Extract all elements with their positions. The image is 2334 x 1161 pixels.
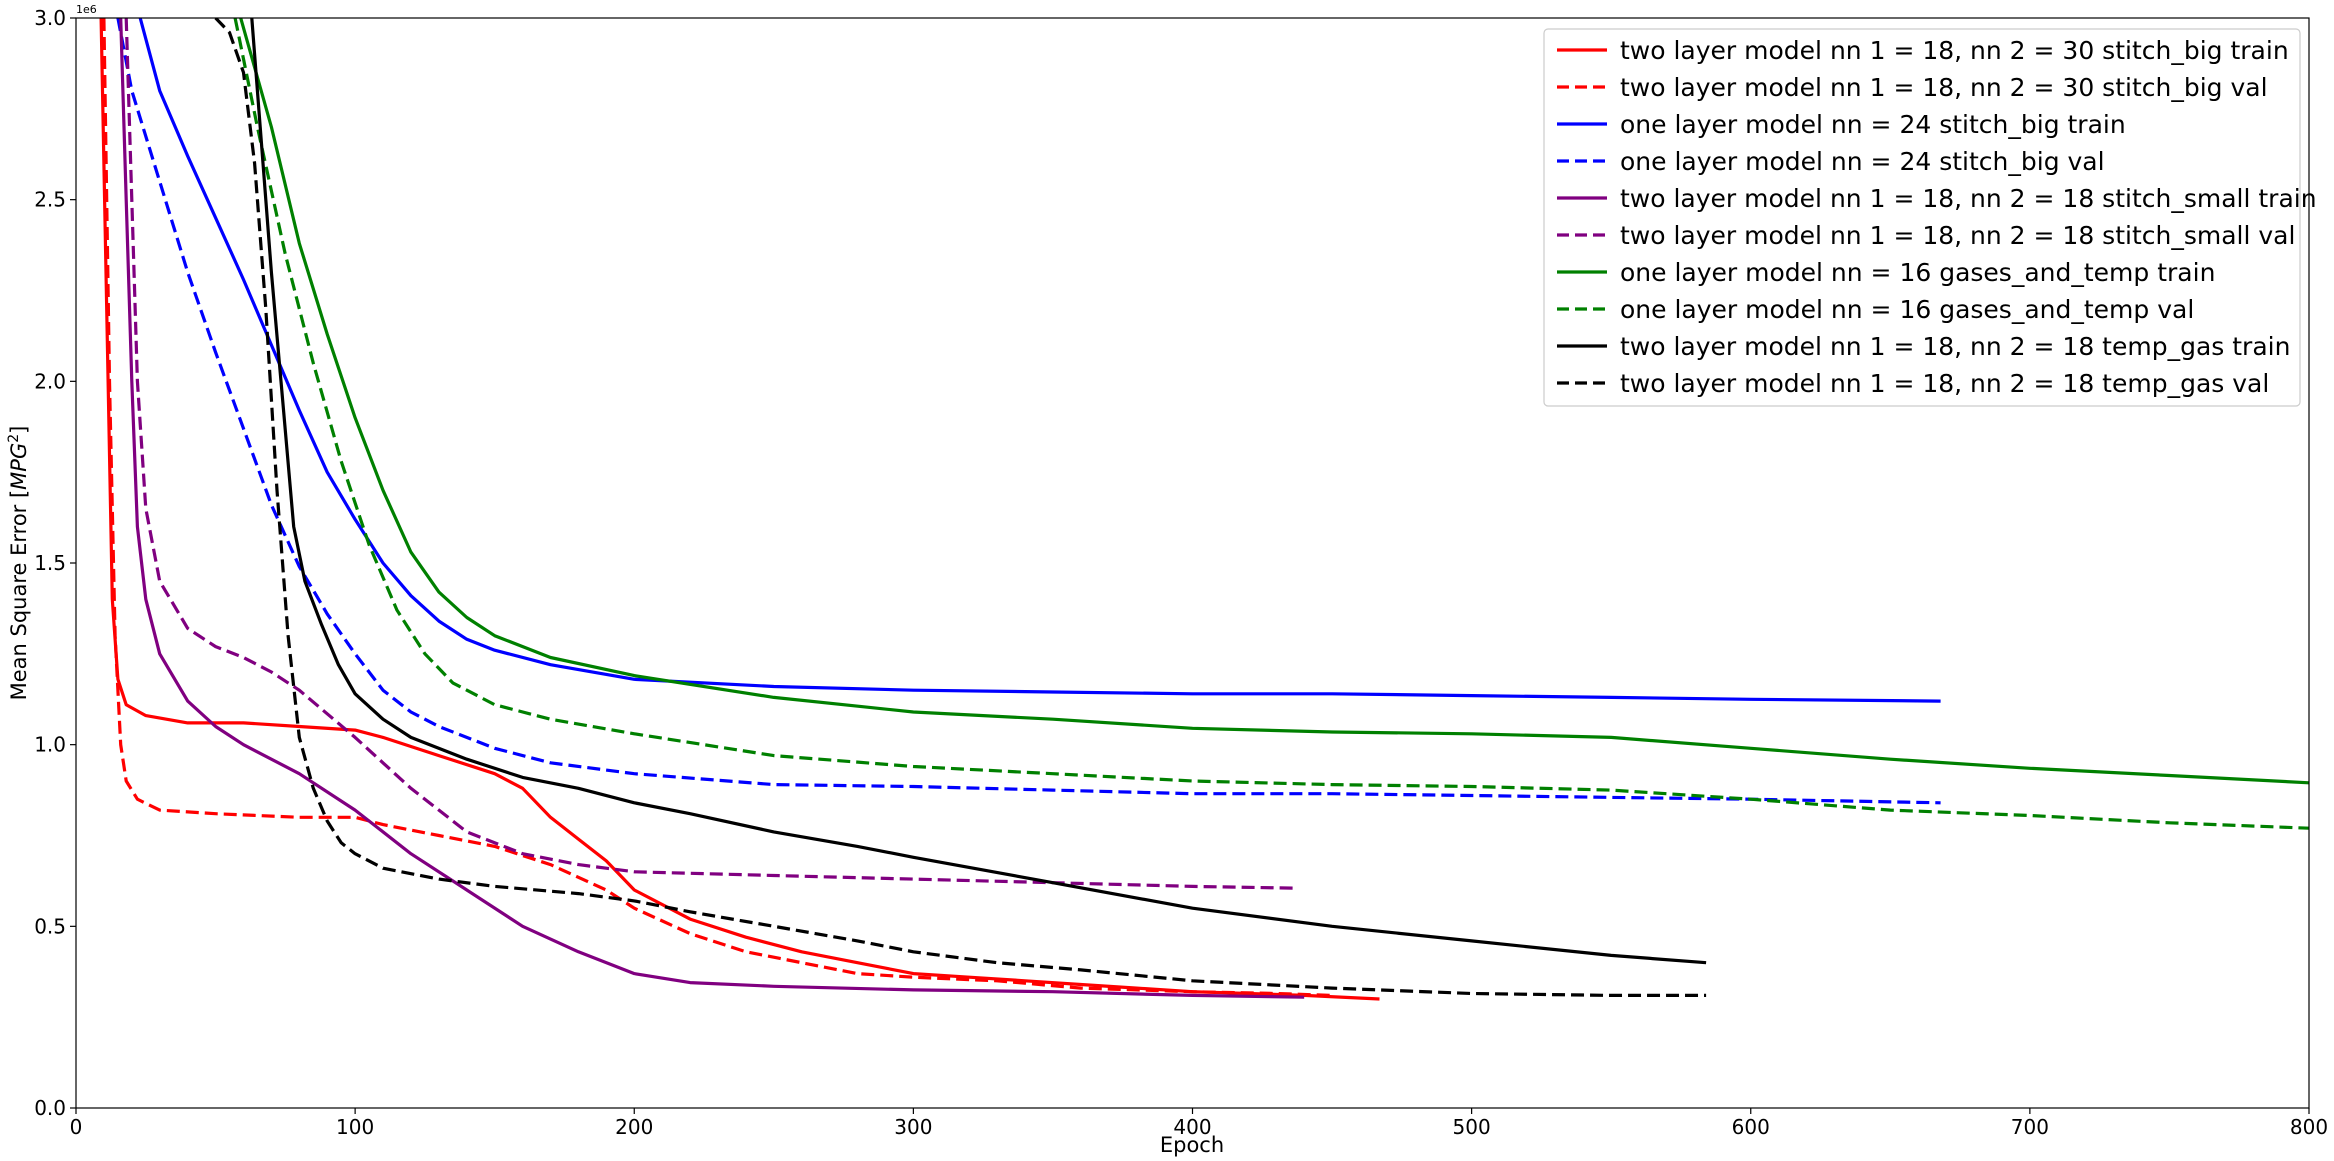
legend-label-3: one layer model nn = 24 stitch_big val bbox=[1620, 147, 2105, 176]
y-tick-label: 1.0 bbox=[34, 733, 66, 757]
legend-label-4: two layer model nn 1 = 18, nn 2 = 18 sti… bbox=[1620, 184, 2317, 213]
y-tick-label: 0.5 bbox=[34, 914, 66, 938]
y-axis-label-sup: 2 bbox=[6, 434, 22, 443]
legend-label-9: two layer model nn 1 = 18, nn 2 = 18 tem… bbox=[1620, 369, 2269, 398]
y-tick-label: 0.0 bbox=[34, 1096, 66, 1120]
series-line-8 bbox=[250, 18, 1707, 965]
x-tick-label: 100 bbox=[336, 1115, 374, 1139]
y-axis-label-var: MPG bbox=[7, 443, 31, 490]
y-axis-label: Mean Square Error [MPG2] bbox=[6, 426, 31, 701]
y-axis-label-main: Mean Square Error [ bbox=[7, 490, 31, 701]
series-line-5 bbox=[124, 18, 1299, 890]
x-tick-label: 0 bbox=[70, 1115, 83, 1139]
x-tick-label: 500 bbox=[1453, 1115, 1491, 1139]
series-line-1 bbox=[102, 18, 1333, 997]
series-line-6 bbox=[239, 18, 2309, 785]
x-tick-label: 200 bbox=[615, 1115, 653, 1139]
y-axis: 0.0 0.5 1.0 1.5 2.0 2.5 3.0 bbox=[34, 6, 76, 1120]
series-line-0 bbox=[99, 18, 1380, 1001]
series-line-9 bbox=[214, 18, 1707, 997]
y-offset-text: 1e6 bbox=[76, 3, 97, 16]
series-line-3 bbox=[116, 18, 1941, 805]
y-tick-label: 1.5 bbox=[34, 551, 66, 575]
legend-label-5: two layer model nn 1 = 18, nn 2 = 18 sti… bbox=[1620, 221, 2295, 250]
legend-label-6: one layer model nn = 16 gases_and_temp t… bbox=[1620, 258, 2215, 287]
series-line-7 bbox=[233, 18, 2309, 830]
y-tick-label: 2.5 bbox=[34, 188, 66, 212]
x-tick-label: 700 bbox=[2011, 1115, 2049, 1139]
legend-label-0: two layer model nn 1 = 18, nn 2 = 30 sti… bbox=[1620, 36, 2289, 65]
legend-label-7: one layer model nn = 16 gases_and_temp v… bbox=[1620, 295, 2194, 324]
x-tick-label: 300 bbox=[894, 1115, 932, 1139]
series-layer bbox=[99, 18, 2309, 1001]
x-axis-label: Epoch bbox=[1160, 1133, 1224, 1157]
y-tick-label: 3.0 bbox=[34, 6, 66, 30]
x-tick-label: 600 bbox=[1732, 1115, 1770, 1139]
y-axis-label-end: ] bbox=[7, 426, 31, 434]
y-tick-label: 2.0 bbox=[34, 369, 66, 393]
x-axis: 0 100 200 300 400 500 600 700 800 bbox=[70, 1108, 2328, 1139]
legend-box bbox=[1543, 28, 2301, 407]
legend-label-1: two layer model nn 1 = 18, nn 2 = 30 sti… bbox=[1620, 73, 2268, 102]
x-tick-label: 800 bbox=[2290, 1115, 2328, 1139]
series-line-4 bbox=[119, 18, 1305, 999]
series-line-2 bbox=[138, 18, 1941, 703]
legend-label-8: two layer model nn 1 = 18, nn 2 = 18 tem… bbox=[1620, 332, 2290, 361]
legend: two layer model nn 1 = 18, nn 2 = 30 sti… bbox=[1543, 28, 2317, 407]
legend-label-2: one layer model nn = 24 stitch_big train bbox=[1620, 110, 2126, 139]
x-tick-label: 400 bbox=[1173, 1115, 1211, 1139]
